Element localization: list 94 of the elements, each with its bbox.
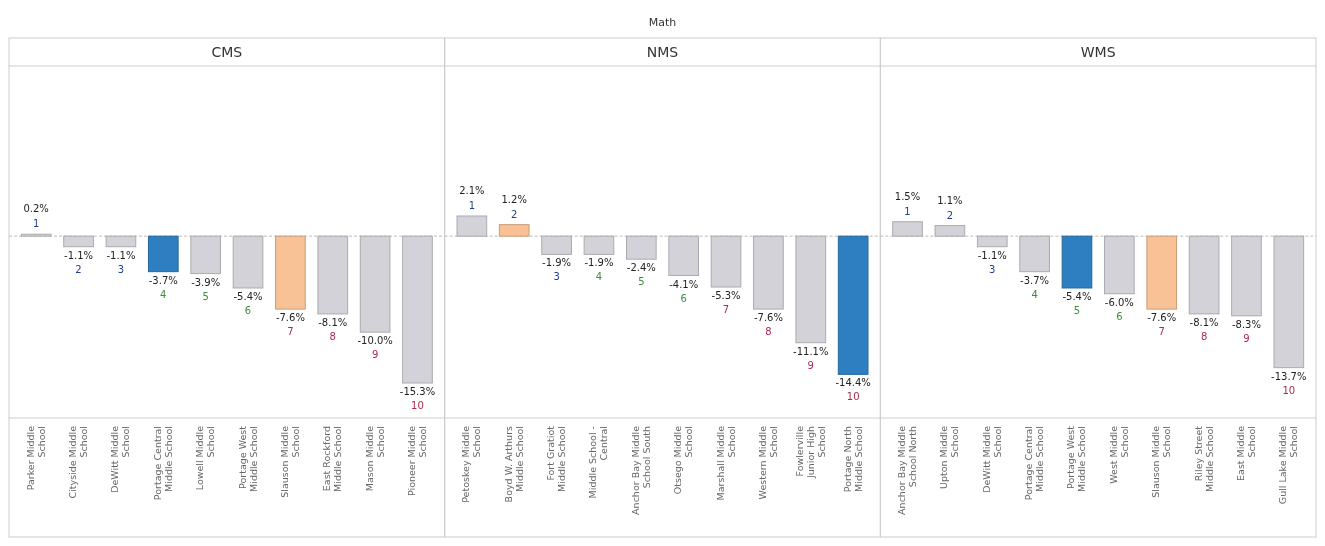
x-tick-label: Anchor Bay Middle School South: [629, 425, 652, 515]
annotation: 3: [117, 263, 125, 275]
x-tick-label: Riley Street Middle School: [1192, 425, 1215, 492]
chart-title: WMS: [1080, 44, 1116, 60]
x-tick-label: Middle School - Central: [587, 426, 610, 499]
data-label: -11.1%: [793, 345, 829, 357]
annotation: 5: [202, 290, 209, 302]
annotation: 8: [329, 330, 336, 342]
annotation: 7: [287, 326, 294, 338]
x-tick-label: Petoskey Middle School: [460, 425, 483, 503]
annotation: 10: [411, 400, 424, 411]
data-label: -3.7%: [1020, 274, 1050, 286]
data-label: -1.9%: [542, 257, 572, 269]
data-label: -2.4%: [626, 262, 656, 274]
chart-title: NMS: [646, 44, 679, 60]
x-tick-label: DeWitt Middle School: [109, 425, 132, 493]
x-tick-label: Portage North Middle School: [841, 426, 864, 493]
data-label: -13.7%: [1271, 370, 1307, 382]
x-tick-label: West Middle School: [1107, 425, 1130, 484]
x-tick-label: Marshall Middle School: [714, 425, 737, 501]
x-tick-label: East Rockford Middle School: [321, 426, 344, 492]
x-tick-label: Parker Middle School: [24, 425, 47, 491]
annotation: 7: [722, 304, 730, 316]
data-label: -3.7%: [148, 274, 178, 286]
data-label: -1.1%: [64, 249, 94, 261]
annotation: 3: [989, 263, 996, 275]
annotation: 10: [846, 391, 860, 403]
x-tick-label: East Middle School: [1234, 425, 1257, 481]
x-tick-label: Portage Central Middle School: [151, 426, 174, 501]
annotation: 4: [160, 288, 167, 300]
data-label: -6.0%: [1104, 296, 1134, 308]
data-label: 2.1%: [459, 185, 485, 196]
data-label: -4.1%: [669, 278, 699, 290]
annotation: 5: [1073, 304, 1081, 316]
data-label: 1.2%: [501, 193, 527, 205]
x-tick-label: Mason Middle School: [363, 425, 386, 492]
annotation: 6: [680, 292, 687, 304]
annotation: 10: [1282, 384, 1296, 396]
data-label: -14.4%: [835, 377, 871, 389]
data-label: 1.5%: [894, 190, 921, 202]
x-tick-label: Boyd W. Arthurs Middle School: [502, 425, 525, 503]
data-label: -5.4%: [1062, 290, 1092, 302]
annotation: 1: [904, 205, 911, 217]
data-label: -15.3%: [399, 386, 436, 397]
data-label: -1.9%: [584, 257, 614, 269]
chart-title: CMS: [211, 44, 243, 60]
annotation: 3: [553, 271, 560, 283]
x-tick-label: Pioneer Middle School: [405, 425, 428, 496]
data-label: -8.1%: [1189, 316, 1219, 328]
x-tick-label: Portage West Middle School: [236, 425, 259, 492]
annotation: 2: [946, 209, 954, 221]
data-label: -1.1%: [977, 249, 1007, 261]
data-label: -5.3%: [711, 290, 741, 302]
x-tick-label: Upton Middle School: [938, 425, 961, 489]
annotation: 9: [371, 349, 379, 361]
data-label: -3.9%: [191, 276, 221, 288]
x-tick-label: Fort Gratiot Middle School: [545, 425, 568, 492]
data-label: 0.2%: [23, 203, 49, 215]
x-tick-label: Cityside Middle School: [67, 425, 90, 499]
data-label: -10.0%: [357, 335, 393, 347]
x-tick-label: Fowlerville Junior High School: [793, 425, 827, 480]
data-label: -7.6%: [275, 312, 305, 324]
annotation: 6: [244, 304, 252, 316]
x-tick-label: Portage West Middle School: [1065, 425, 1088, 492]
x-tick-label: Gull Lake Middle School: [1277, 425, 1300, 505]
x-tick-label: Lowell Middle School: [194, 425, 217, 491]
annotation: 9: [1243, 332, 1250, 344]
annotation: 7: [1158, 326, 1165, 338]
data-label: 1.1%: [937, 194, 963, 206]
data-label: -8.1%: [318, 316, 348, 328]
x-tick-label: Slauson Middle School: [1150, 425, 1173, 498]
data-label: -7.6%: [753, 312, 783, 324]
x-tick-label: Anchor Bay Middle School North: [896, 425, 919, 515]
annotation: 8: [765, 326, 772, 338]
data-label: -1.1%: [106, 249, 136, 261]
x-tick-label: Western Middle School: [756, 425, 779, 500]
data-label: -8.3%: [1231, 318, 1261, 330]
annotation: 5: [638, 276, 645, 288]
annotation: 2: [75, 263, 82, 275]
annotation: 1: [468, 200, 476, 211]
annotation: 4: [1031, 288, 1038, 300]
x-tick-label: Otsego Middle School: [672, 425, 695, 495]
annotation: 2: [511, 208, 518, 220]
data-label: -7.6%: [1147, 312, 1177, 324]
annotation: 1: [33, 218, 40, 230]
annotation: 8: [1200, 330, 1208, 342]
annotation: 9: [807, 359, 814, 371]
x-tick-label: DeWitt Middle School: [980, 425, 1003, 493]
x-tick-label: Slauson Middle School: [278, 425, 301, 498]
data-label: -5.4%: [233, 290, 263, 302]
x-tick-label: Portage Central Middle School: [1023, 426, 1046, 501]
annotation: 4: [595, 271, 603, 283]
text: Math: [648, 16, 677, 29]
annotation: 6: [1116, 310, 1123, 322]
